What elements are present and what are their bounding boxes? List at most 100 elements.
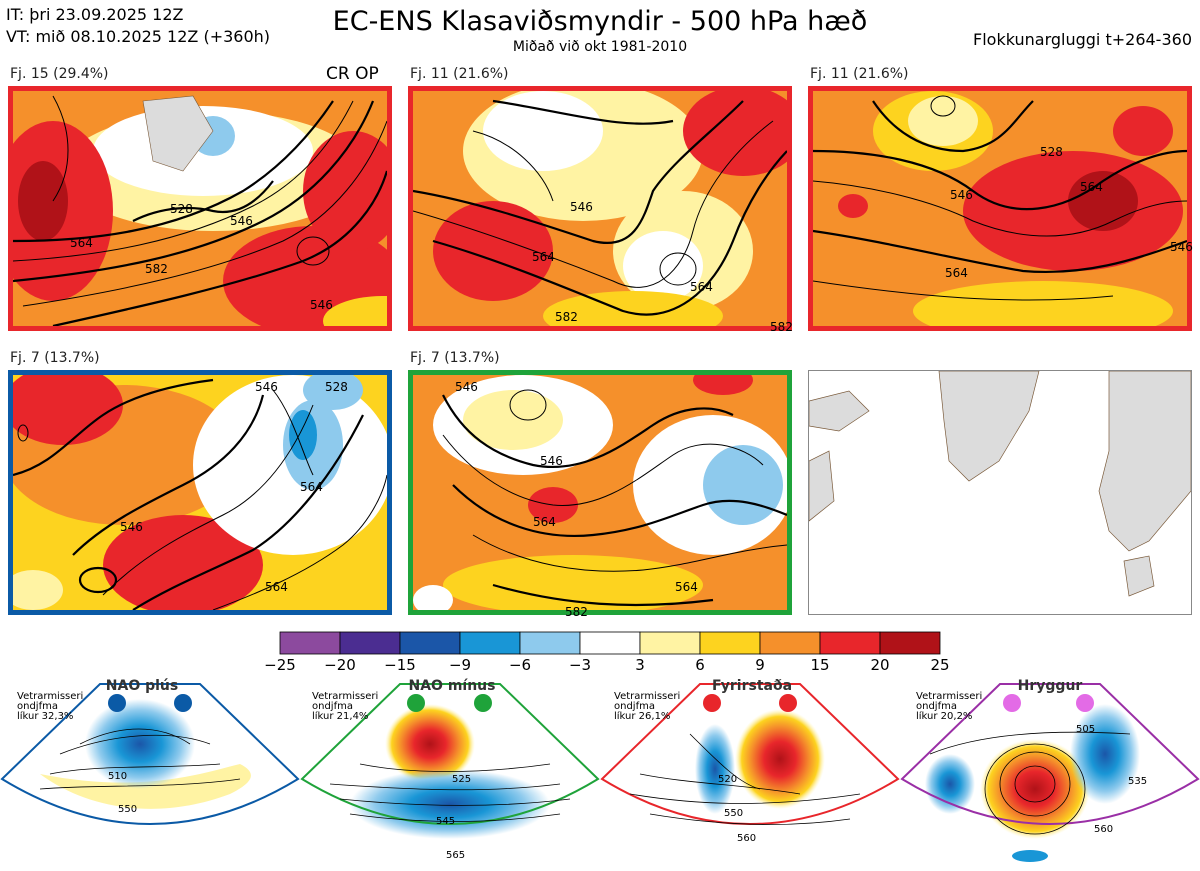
- regime-marker: [407, 694, 425, 712]
- colorbar-tick-label: −9: [449, 656, 471, 674]
- empty-map-panel: [808, 370, 1192, 615]
- regime-marker: [1076, 694, 1094, 712]
- regime-caption: ondjfma: [17, 701, 58, 712]
- contour-label: 564: [533, 515, 556, 529]
- contour-label: 546: [230, 214, 253, 228]
- valid-time: VT: mið 08.10.2025 12Z (+360h): [6, 27, 271, 46]
- contour-label: 564: [945, 266, 968, 280]
- colorbar-tick-label: 6: [695, 656, 705, 674]
- contour-label: 545: [436, 816, 455, 827]
- colorbar-tick-label: −20: [324, 656, 356, 674]
- contour-label: 535: [1128, 776, 1147, 787]
- contour-label: 546: [455, 380, 478, 394]
- regime-nao-minus: NAO mínus Vetrarmisseri ondjfma líkur 21…: [300, 678, 600, 861]
- init-time: IT: þri 23.09.2025 12Z: [6, 5, 184, 24]
- regime-title-nao-plus: NAO plús: [106, 678, 178, 694]
- regime-caption: líkur 32,3%: [17, 710, 73, 722]
- cluster-map-3: [808, 86, 1192, 331]
- regime-title-ridge: Hryggur: [1018, 678, 1083, 694]
- contour-label: 546: [950, 188, 973, 202]
- regime-title-nao-minus: NAO mínus: [409, 678, 496, 694]
- regime-marker: [174, 694, 192, 712]
- colorbar-segment: [759, 631, 821, 655]
- cluster-map-2: [408, 86, 792, 331]
- regime-blocking: Fyrirstaða Vetrarmisseri ondjfma líkur 2…: [600, 678, 900, 844]
- colorbar-segment: [279, 631, 341, 655]
- colorbar-segment: [819, 631, 881, 655]
- regime-ridge: Hryggur Vetrarmisseri ondjfma líkur 20,2…: [900, 678, 1200, 862]
- regime-caption: líkur 26,1%: [614, 710, 670, 722]
- colorbar-tick-label: 9: [755, 656, 765, 674]
- colorbar-tick-label: −15: [384, 656, 416, 674]
- regime-diagrams: NAO plús Vetrarmisseri ondjfma líkur 32,…: [0, 678, 1200, 862]
- contour-label: 520: [718, 774, 737, 785]
- colorbar-segment: [459, 631, 521, 655]
- regime-marker: [703, 694, 721, 712]
- colorbar-tick-label: 3: [635, 656, 645, 674]
- regime-caption: Vetrarmisseri: [312, 691, 378, 702]
- contour-label: 564: [675, 580, 698, 594]
- colorbar: −25 −20 −15 −9 −6 −3 3 6 9 15 20 25: [264, 631, 950, 674]
- regime-title-blocking: Fyrirstaða: [712, 678, 792, 694]
- contour-label: 582: [565, 605, 588, 619]
- page-title: EC-ENS Klasaviðsmyndir - 500 hPa hæð: [332, 6, 868, 37]
- colorbar-tick-label: 15: [810, 656, 829, 674]
- regime-caption: Vetrarmisseri: [17, 691, 83, 702]
- contour-label: 550: [724, 808, 743, 819]
- contour-label: 564: [70, 236, 93, 250]
- panel-2-label: Fj. 11 (21.6%): [410, 66, 509, 82]
- regime-caption: ondjfma: [614, 701, 655, 712]
- cluster-map-5: [408, 370, 792, 615]
- colorbar-tick-label: −3: [569, 656, 591, 674]
- header-times: IT: þri 23.09.2025 12Z VT: mið 08.10.202…: [6, 4, 270, 48]
- panel-5-label: Fj. 7 (13.7%): [410, 350, 500, 366]
- contour-label: 560: [737, 833, 756, 844]
- colorbar-tick-label: 25: [930, 656, 949, 674]
- contour-label: 546: [1170, 240, 1193, 254]
- contour-label: 564: [532, 250, 555, 264]
- regime-caption: ondjfma: [916, 701, 957, 712]
- contour-label: 528: [325, 380, 348, 394]
- contour-label: 564: [1080, 180, 1103, 194]
- contour-label: 528: [1040, 145, 1063, 159]
- colorbar-tick-label: −25: [264, 656, 296, 674]
- panel-4-label: Fj. 7 (13.7%): [10, 350, 100, 366]
- contour-label: 582: [555, 310, 578, 324]
- regime-caption: líkur 20,2%: [916, 710, 972, 722]
- panel-3-label: Fj. 11 (21.6%): [810, 66, 909, 82]
- regime-marker: [108, 694, 126, 712]
- regime-caption: líkur 21,4%: [312, 710, 368, 722]
- regime-nao-plus: NAO plús Vetrarmisseri ondjfma líkur 32,…: [0, 678, 300, 825]
- contour-label: 546: [570, 200, 593, 214]
- contour-label: 565: [446, 850, 465, 861]
- contour-label: 564: [690, 280, 713, 294]
- regime-marker: [779, 694, 797, 712]
- contour-label: 550: [118, 804, 137, 815]
- contour-label: 546: [310, 298, 333, 312]
- colorbar-segment: [399, 631, 461, 655]
- contour-label: 546: [540, 454, 563, 468]
- contour-label: 582: [145, 262, 168, 276]
- page-subtitle: Miðað við okt 1981-2010: [512, 39, 688, 55]
- regime-marker: [1003, 694, 1021, 712]
- regime-marker: [474, 694, 492, 712]
- cluster-map-4: [8, 370, 392, 615]
- op-label: CR OP: [326, 64, 379, 84]
- regime-caption: Vetrarmisseri: [614, 691, 680, 702]
- contour-label: 525: [452, 774, 471, 785]
- contour-label: 505: [1076, 724, 1095, 735]
- contour-label: 564: [300, 480, 323, 494]
- colorbar-segment: [879, 631, 941, 655]
- colorbar-segment: [519, 631, 581, 655]
- regime-caption: Vetrarmisseri: [916, 691, 982, 702]
- contour-label: 546: [255, 380, 278, 394]
- regime-caption: ondjfma: [312, 701, 353, 712]
- contour-label: 510: [108, 771, 127, 782]
- contour-label: 560: [1094, 824, 1113, 835]
- colorbar-tick-label: −6: [509, 656, 531, 674]
- contour-label: 564: [265, 580, 288, 594]
- contour-label: 582: [770, 320, 793, 334]
- contour-label: 528: [170, 202, 193, 216]
- colorbar-tick-label: 20: [870, 656, 889, 674]
- cluster-map-1: [8, 86, 392, 331]
